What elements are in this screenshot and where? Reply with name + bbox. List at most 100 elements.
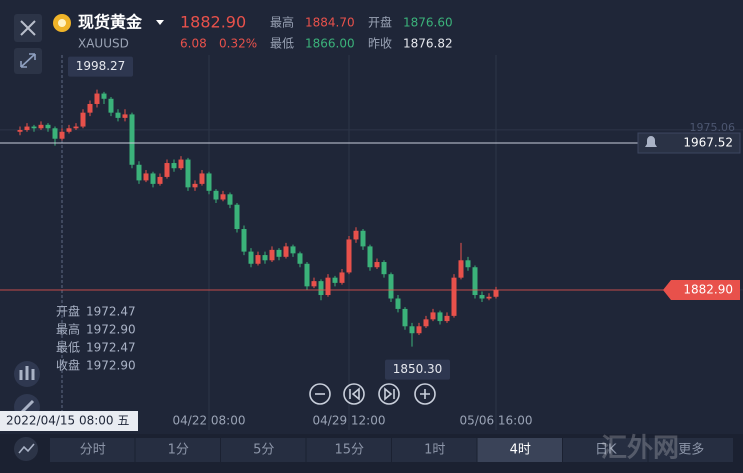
- candle-body: [94, 93, 100, 104]
- current-price-label: 1882.90: [683, 282, 733, 296]
- candle-body: [479, 295, 485, 299]
- candle-body: [101, 93, 107, 99]
- candle-body: [157, 176, 163, 184]
- candle-body: [178, 159, 184, 169]
- candle-body: [227, 194, 233, 205]
- ohlc-label: 最高: [56, 322, 80, 337]
- timeframe-tab-label: 1分: [168, 443, 189, 458]
- extreme-label-box: [68, 56, 133, 77]
- timeframe-tab[interactable]: [135, 438, 221, 462]
- forward-button[interactable]: [378, 383, 400, 405]
- timeframe-tab[interactable]: [306, 438, 392, 462]
- timeframe-tab[interactable]: [392, 438, 477, 462]
- extreme-label-box: [385, 359, 450, 380]
- timeframe-tab-label: 1时: [424, 443, 445, 458]
- candle-body: [472, 267, 478, 296]
- candle-body: [80, 112, 86, 127]
- candle-body: [122, 114, 128, 118]
- candle-body: [486, 296, 492, 299]
- stat-label: 开盘: [368, 15, 392, 30]
- ohlc-label: 收盘: [56, 358, 80, 373]
- timeframe-tab[interactable]: [477, 438, 563, 462]
- candle-body: [143, 173, 149, 181]
- alert-label-box: [637, 132, 741, 154]
- instrument-symbol: XAUUSD: [78, 37, 129, 51]
- stat-label: 最低: [270, 37, 294, 51]
- candle-body: [283, 246, 289, 257]
- candle-body: [367, 246, 373, 268]
- stat-label: 最高: [270, 15, 294, 30]
- timeframe-tab[interactable]: [648, 438, 734, 462]
- ohlc-label: 开盘: [56, 304, 80, 319]
- timeframe-tab-label: 4时: [510, 443, 531, 458]
- stat-value: 1876.60: [403, 16, 453, 30]
- y-tick-label: 1975.06: [690, 121, 736, 134]
- zoom-controls: [309, 383, 436, 405]
- timeframe-tab[interactable]: [563, 438, 648, 462]
- gold-icon-inner: [58, 19, 66, 27]
- price-change-pct: 0.32%: [219, 37, 257, 51]
- candle-body: [45, 124, 51, 129]
- candle-body: [388, 274, 394, 299]
- candle-body: [311, 281, 317, 287]
- x-tick-label: 04/22 08:00: [173, 414, 246, 428]
- candle-body: [255, 255, 261, 264]
- chart-type-icon: [18, 443, 35, 454]
- dropdown-arrow[interactable]: [156, 20, 164, 25]
- candle-body: [269, 249, 275, 261]
- stat-value: 1866.00: [305, 37, 355, 51]
- candle-body: [416, 326, 422, 334]
- candle-body: [402, 308, 408, 327]
- candle-body: [437, 312, 443, 322]
- zoom-out-button[interactable]: [309, 383, 331, 405]
- candle-body: [59, 131, 65, 139]
- ohlc-value: 1972.90: [86, 359, 136, 373]
- candle-body: [129, 114, 135, 165]
- candle-body: [206, 173, 212, 191]
- timeframe-tab-label: 15分: [334, 443, 364, 458]
- candle-body: [234, 204, 240, 230]
- rewind-button[interactable]: [343, 383, 365, 405]
- instrument-name[interactable]: 现货黄金: [78, 13, 143, 32]
- alert-price-label: 1967.52: [683, 136, 733, 150]
- candle-body: [150, 173, 156, 184]
- candle-body: [136, 164, 142, 181]
- timeframe-tab-label: 5分: [253, 443, 274, 458]
- ohlc-label: 最低: [56, 341, 80, 355]
- candle-body: [304, 263, 310, 287]
- alert-bell-icon: [645, 136, 657, 148]
- candle-body: [52, 128, 58, 139]
- candle-body: [164, 163, 170, 177]
- timeframe-tab[interactable]: [50, 438, 135, 462]
- candle-body: [192, 183, 198, 188]
- candle-body: [290, 246, 296, 254]
- candle-body: [318, 281, 324, 296]
- candle-body: [381, 262, 387, 275]
- candle-body: [395, 298, 401, 309]
- ohlc-value: 1972.90: [86, 323, 136, 337]
- stat-label: 昨收: [368, 37, 392, 51]
- indicator-icon: [19, 366, 35, 380]
- ohlc-value: 1972.47: [86, 305, 136, 319]
- candle-body: [262, 255, 268, 261]
- candle-body: [493, 289, 499, 297]
- candle-body: [339, 272, 345, 283]
- candle-body: [332, 277, 338, 283]
- timeframe-tab[interactable]: [221, 438, 306, 462]
- zoom-in-button[interactable]: [414, 383, 436, 405]
- candle-body: [451, 277, 457, 316]
- x-tick-label: 04/29 12:00: [313, 414, 386, 428]
- candle-body: [73, 126, 79, 129]
- current-price-box: [663, 279, 740, 300]
- x-tick-label: 05/06 16:00: [460, 414, 533, 428]
- candle-body: [430, 312, 436, 320]
- candle-body: [360, 230, 366, 247]
- candle-body: [38, 124, 44, 129]
- crosshair-date: 2022/04/15 08:00 五: [6, 414, 129, 428]
- candle-body: [115, 112, 121, 118]
- ohlc-value: 1972.47: [86, 341, 136, 355]
- last-price: 1882.90: [180, 13, 246, 32]
- stat-value: 1876.82: [403, 37, 453, 51]
- candle-body: [444, 315, 450, 322]
